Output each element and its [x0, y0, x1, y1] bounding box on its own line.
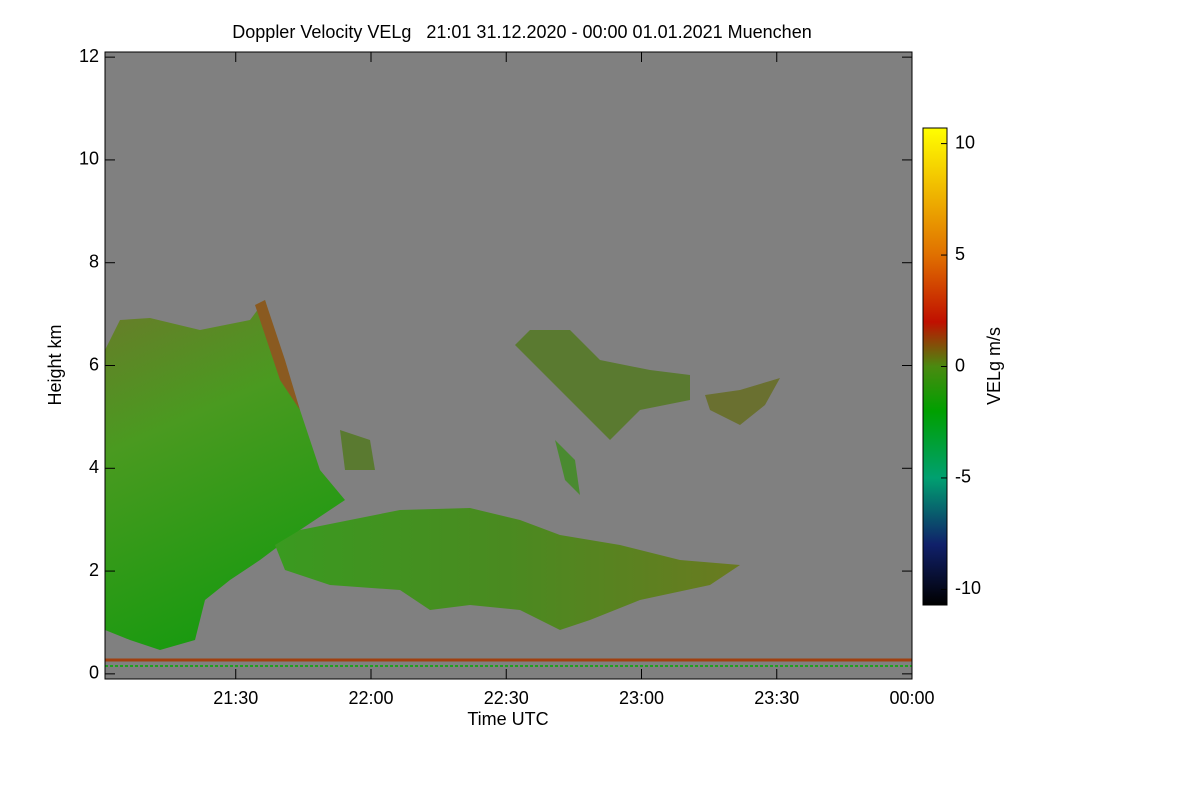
echo-region [705, 378, 780, 425]
colorbar-tick-label: 5 [955, 244, 965, 264]
y-tick-label: 10 [79, 149, 99, 169]
x-axis-label: Time UTC [467, 709, 548, 729]
y-tick-label: 6 [89, 354, 99, 374]
chart-title: Doppler Velocity VELg 21:01 31.12.2020 -… [232, 22, 811, 42]
y-axis-label: Height km [45, 324, 65, 405]
y-tick-label: 2 [89, 560, 99, 580]
y-tick-label: 4 [89, 457, 99, 477]
echo-region [555, 440, 580, 495]
x-tick-label: 21:30 [213, 688, 258, 708]
x-tick-label: 23:00 [619, 688, 664, 708]
echo-region [275, 508, 740, 630]
x-tick-label: 00:00 [889, 688, 934, 708]
colorbar-label: VELg m/s [984, 327, 1004, 405]
x-tick-label: 23:30 [754, 688, 799, 708]
colorbar-tick-label: 10 [955, 132, 975, 152]
colorbar-tick-label: -10 [955, 578, 981, 598]
y-tick-label: 0 [89, 663, 99, 683]
echo-region [515, 330, 690, 440]
x-tick-label: 22:00 [348, 688, 393, 708]
echo-field [105, 300, 912, 667]
x-tick-label: 22:30 [484, 688, 529, 708]
y-tick-label: 12 [79, 46, 99, 66]
colorbar-tick-label: 0 [955, 355, 965, 375]
echo-region [255, 300, 300, 410]
echo-region [340, 430, 375, 470]
y-tick-label: 8 [89, 251, 99, 271]
colorbar-tick-label: -5 [955, 467, 971, 487]
